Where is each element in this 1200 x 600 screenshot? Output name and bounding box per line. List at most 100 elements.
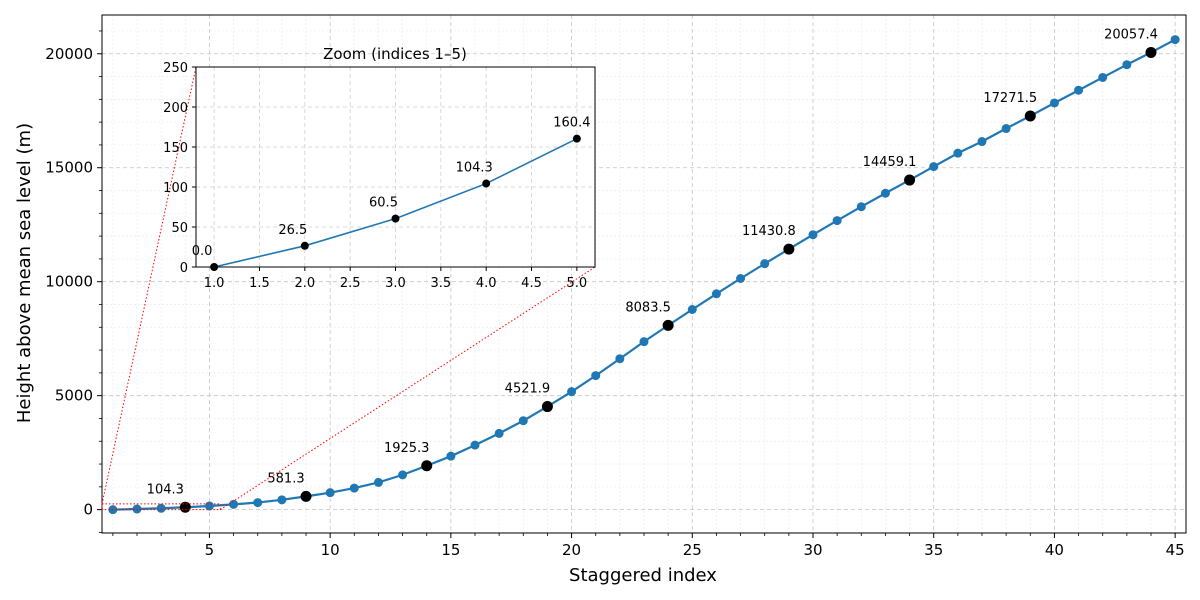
y-tick-label: 5000 [55,387,93,405]
data-point [518,416,528,426]
inset-x-tick-label: 1.0 [204,276,225,291]
highlighted-point [1145,46,1157,58]
inset-x-tick-label: 2.0 [294,276,315,291]
zoom-region-box [101,503,221,511]
inset-y-tick-label: 50 [171,221,188,236]
data-point [639,337,649,347]
data-label: 11430.8 [742,224,796,239]
zoom-connector-lines [101,66,596,511]
main-plot: 5 10 15 20 25 30 35 40 45 0 5000 10000 15000 20000 104… [45,14,1187,559]
data-label: 8083.5 [625,300,671,315]
x-tick-label: 40 [1045,541,1064,559]
zoom-connector [220,266,596,511]
data-point [470,440,480,450]
inset-y-tick-label: 250 [163,61,188,76]
inset-data-label: 0.0 [192,244,213,259]
data-point [977,137,987,147]
x-tick-label: 35 [924,541,943,559]
y-tick-label: 10000 [45,273,93,291]
highlighted-point [904,174,916,186]
inset-x-tick-label: 4.0 [476,276,497,291]
inset-x-tick-label: 5.0 [567,276,588,291]
data-point [760,259,770,269]
inset-y-tick-label: 150 [163,141,188,156]
data-point [398,470,408,480]
data-point [446,451,456,461]
inset-data-point [572,134,581,143]
inset-data-label: 160.4 [553,116,590,131]
inset-data-point [300,241,309,250]
data-point [349,483,359,493]
inset-y-tick-label: 0 [180,261,188,276]
data-label: 104.3 [147,482,184,497]
inset-y-tick-label: 200 [163,101,188,116]
inset-frame [195,66,596,268]
highlighted-point [541,401,553,413]
inset-data-point [482,179,491,188]
data-label: 20057.4 [1104,27,1158,42]
y-tick-label: 15000 [45,159,93,177]
x-tick-label: 15 [441,541,460,559]
data-point [808,230,818,240]
data-label: 17271.5 [983,91,1037,106]
inset-x-tick-label: 3.5 [430,276,451,291]
data-point [229,499,239,509]
data-point [880,188,890,198]
inset-plot: 1.0 1.5 2.0 2.5 3.0 3.5 4.0 4.5 5.0 0 50 100 150 200 2… [163,61,596,291]
x-tick-label: 30 [803,541,822,559]
data-point [687,305,697,315]
inset-data-label: 104.3 [456,161,493,176]
data-point [1074,85,1084,95]
data-point [1122,60,1132,70]
highlighted-point [1024,110,1036,122]
data-point [204,501,214,511]
inset-x-tick-label: 4.5 [521,276,542,291]
y-tick-label: 0 [83,501,93,519]
data-point [1170,35,1180,45]
data-point [856,202,866,212]
data-point [253,498,263,508]
data-point [736,274,746,284]
highlighted-point [421,460,433,472]
highlighted-point [179,501,191,513]
data-point [711,289,721,299]
data-point [832,216,842,226]
data-point [953,148,963,158]
data-point [1001,124,1011,134]
x-tick-label: 10 [321,541,340,559]
x-tick-label: 5 [205,541,215,559]
data-point [567,387,577,397]
data-point [1049,98,1059,108]
inset-x-tick-label: 2.5 [340,276,361,291]
zoom-connector [101,66,197,505]
highlighted-point [662,319,674,331]
data-point [325,488,335,498]
inset-data-label: 26.5 [278,223,307,238]
data-label: 581.3 [267,471,304,486]
x-tick-label: 45 [1166,541,1185,559]
inset-x-tick-label: 1.5 [249,276,270,291]
highlighted-point [783,243,795,255]
inset-x-tick-label: 3.0 [385,276,406,291]
plot-frame [101,14,1187,534]
x-axis-label: Staggered index [569,565,717,586]
data-point [494,428,504,438]
data-point [1098,72,1108,82]
data-point [615,354,625,364]
highlighted-point [300,490,312,502]
data-label: 14459.1 [863,155,917,170]
data-point [277,495,287,505]
y-tick-label: 20000 [45,45,93,63]
data-point [929,162,939,172]
inset-title: Zoom (indices 1–5) [323,45,467,63]
data-label: 1925.3 [384,441,430,456]
inset-y-tick-label: 100 [163,181,188,196]
x-tick-label: 25 [683,541,702,559]
data-label: 4521.9 [505,382,551,397]
data-point [132,504,142,514]
inset-data-point [391,214,400,223]
x-tick-label: 20 [562,541,581,559]
data-point [591,371,601,381]
inset-data-label: 60.5 [369,196,398,211]
